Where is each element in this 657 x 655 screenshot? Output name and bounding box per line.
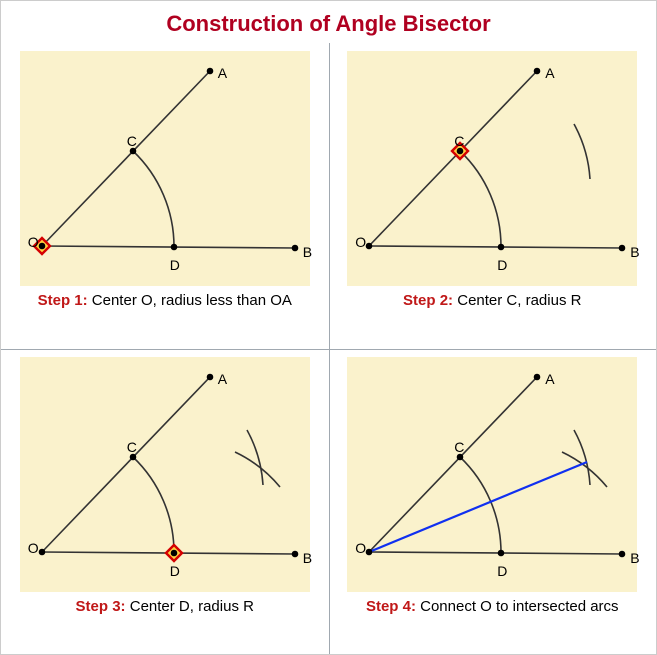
label-C: C (127, 439, 137, 455)
caption-text: Center O, radius less than OA (88, 292, 292, 309)
label-O: O (28, 540, 39, 556)
step-label: Step 2: (403, 292, 453, 309)
label-C: C (454, 133, 464, 149)
step-label: Step 1: (38, 292, 88, 309)
caption-text: Center C, radius R (453, 292, 581, 309)
label-C: C (454, 439, 464, 455)
label-D: D (497, 563, 507, 579)
caption-step2: Step 2: Center C, radius R (403, 292, 581, 309)
panel-step2: O A B C D Step 2: Center C, radius R (329, 43, 657, 349)
caption-step1: Step 1: Center O, radius less than OA (38, 292, 292, 309)
diagram-step2: O A B C D (347, 51, 637, 286)
label-A: A (545, 65, 554, 81)
page-title: Construction of Angle Bisector (1, 1, 656, 43)
label-O: O (355, 234, 366, 250)
label-D: D (170, 563, 180, 579)
step-label: Step 4: (366, 598, 416, 615)
label-A: A (218, 65, 227, 81)
step-label: Step 3: (76, 598, 126, 615)
label-D: D (170, 257, 180, 273)
label-O: O (28, 234, 39, 250)
diagram-step4: O A B C D (347, 357, 637, 592)
caption-text: Center D, radius R (126, 598, 254, 615)
panel-step4: O A B C D Step 4: Connect O to intersected ar… (329, 349, 657, 655)
caption-step4: Step 4: Connect O to intersected arcs (366, 598, 619, 615)
diagram-step3: O A B C D (20, 357, 310, 592)
label-C: C (127, 133, 137, 149)
label-B: B (630, 244, 639, 260)
label-B: B (630, 550, 639, 566)
label-B: B (303, 550, 312, 566)
caption-step3: Step 3: Center D, radius R (76, 598, 254, 615)
diagram-step1: O A B C D (20, 51, 310, 286)
label-O: O (355, 540, 366, 556)
label-A: A (545, 371, 554, 387)
caption-text: Connect O to intersected arcs (416, 598, 619, 615)
panel-step1: O A B C D Step 1: Center O, radius less than … (1, 43, 329, 349)
label-A: A (218, 371, 227, 387)
label-B: B (303, 244, 312, 260)
label-D: D (497, 257, 507, 273)
panel-step3: O A B C D Step 3: Center D, radius R (1, 349, 329, 655)
panel-grid: O A B C D Step 1: Center O, radius less than … (1, 43, 656, 654)
